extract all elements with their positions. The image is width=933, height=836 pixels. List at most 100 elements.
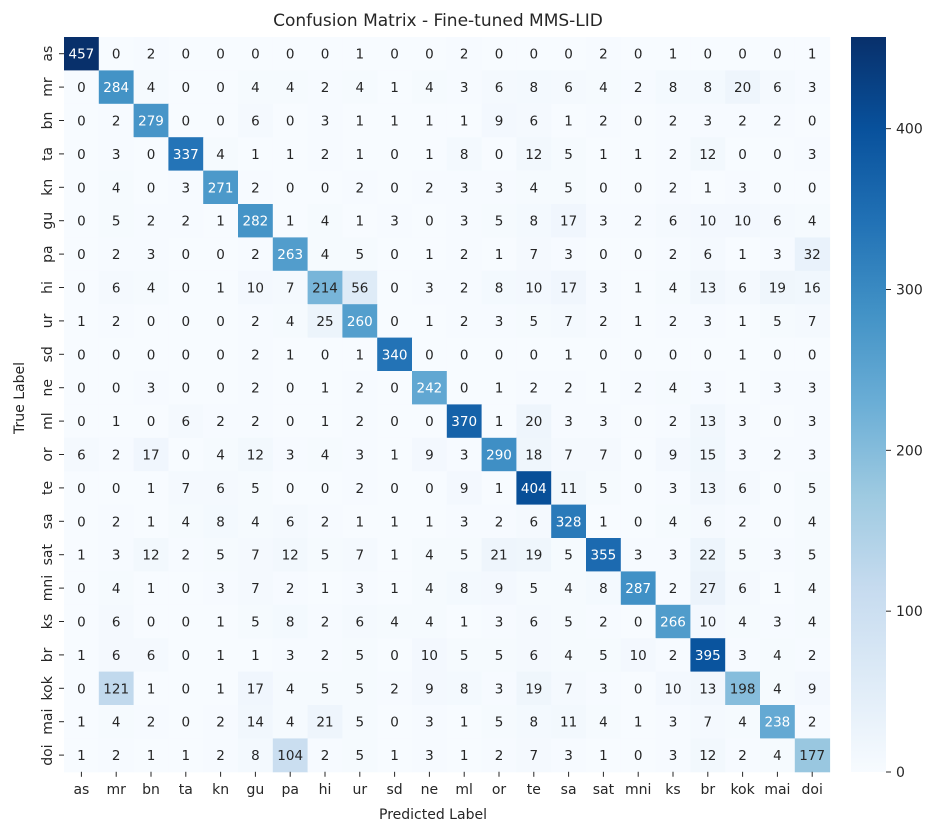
cell-value-label: 0 [321, 481, 330, 497]
cell-value-label: 0 [390, 47, 399, 63]
heatmap-cell [620, 404, 657, 439]
heatmap-cell [342, 337, 378, 372]
cell-value-label: 5 [112, 214, 121, 230]
cell-value-label: 5 [564, 147, 573, 163]
cell-value-label: 2 [216, 715, 225, 731]
y-tick-label: hi [40, 281, 56, 294]
heatmap-cell [168, 604, 204, 639]
cell-value-label: 4 [599, 715, 608, 731]
cell-value-label: 2 [634, 214, 643, 230]
cell-value-label: 0 [773, 147, 782, 163]
heatmap-cell [446, 37, 483, 71]
cell-value-label: 4 [808, 514, 817, 530]
cell-value-label: 6 [147, 648, 156, 664]
heatmap-cell [794, 538, 831, 572]
heatmap-cell [481, 103, 517, 138]
cell-value-label: 9 [460, 481, 469, 497]
heatmap-cell [342, 304, 378, 339]
cell-value-label: 12 [525, 147, 542, 163]
heatmap-cell [725, 270, 761, 305]
heatmap-cell [203, 170, 239, 205]
cell-value-label: 0 [77, 281, 86, 297]
heatmap-cell [272, 504, 309, 539]
heatmap-cell [133, 404, 169, 439]
heatmap-cell [64, 137, 100, 172]
cell-value-label: 20 [525, 414, 542, 430]
cell-value-label: 3 [564, 414, 573, 430]
cell-value-label: 2 [460, 47, 469, 63]
x-axis-ticks: as mr bn ta kn gu pa hi ur sd ne ml or te sa sat mni ks br… [73, 771, 823, 798]
cell-value-label: 0 [390, 281, 399, 297]
heatmap-cell [620, 37, 657, 71]
heatmap-cell [725, 304, 761, 339]
heatmap-cell [168, 705, 204, 739]
colorbar-tick-label: 100 [896, 604, 923, 620]
heatmap-cell [446, 404, 483, 439]
heatmap-cell [342, 738, 378, 773]
heatmap-cell [620, 671, 657, 706]
heatmap-cell [620, 638, 657, 673]
cell-value-label: 12 [699, 147, 716, 163]
heatmap-cell [133, 571, 169, 606]
cell-value-label: 4 [251, 80, 260, 96]
cell-value-label: 3 [669, 481, 678, 497]
cell-value-label: 7 [808, 314, 817, 330]
y-tick-label: doi [40, 744, 56, 765]
cell-value-label: 1 [599, 514, 608, 530]
cell-value-label: 1 [495, 247, 504, 263]
cell-value-label: 6 [530, 648, 539, 664]
heatmap-cell [168, 270, 204, 305]
heatmap-cell [133, 705, 169, 739]
heatmap-cell [446, 103, 483, 138]
heatmap-cell [446, 70, 483, 105]
cell-value-label: 2 [356, 414, 365, 430]
heatmap-cell [168, 137, 204, 172]
cell-value-label: 5 [251, 481, 260, 497]
cell-value-label: 0 [634, 481, 643, 497]
heatmap-cell [412, 237, 448, 272]
cell-value-label: 328 [556, 514, 582, 530]
heatmap-cell [481, 337, 517, 372]
heatmap-cell [98, 604, 135, 639]
cell-value-label: 2 [564, 381, 573, 397]
heatmap-cell [133, 437, 169, 472]
cell-value-label: 0 [634, 615, 643, 631]
heatmap-cell [481, 571, 517, 606]
heatmap-cell [412, 404, 448, 439]
heatmap-cell [412, 705, 448, 739]
heatmap-cell [307, 270, 343, 305]
cell-value-label: 21 [316, 715, 333, 731]
heatmap-cell [551, 103, 587, 138]
heatmap-cell [238, 137, 274, 172]
cell-value-label: 1 [182, 748, 191, 764]
cell-value-label: 0 [77, 214, 86, 230]
cell-value-label: 0 [634, 748, 643, 764]
heatmap-cell [620, 604, 657, 639]
cell-value-label: 0 [286, 114, 295, 130]
heatmap-cell [64, 404, 100, 439]
heatmap-cell [481, 638, 517, 673]
heatmap-cell [412, 538, 448, 572]
cell-value-label: 1 [495, 414, 504, 430]
cell-value-label: 4 [773, 748, 782, 764]
cell-value-label: 0 [147, 615, 156, 631]
heatmap-cell [412, 371, 448, 405]
cell-value-label: 6 [530, 514, 539, 530]
cell-value-label: 2 [112, 514, 121, 530]
heatmap-cell [377, 337, 413, 372]
cell-value-label: 2 [669, 180, 678, 196]
cell-value-label: 1 [738, 347, 747, 363]
heatmap-cell [481, 304, 517, 339]
heatmap-cell [620, 304, 657, 339]
heatmap-cell [377, 437, 413, 472]
cell-value-label: 4 [112, 581, 121, 597]
cell-value-label: 404 [521, 481, 547, 497]
cell-value-label: 4 [147, 281, 156, 297]
heatmap-cell [760, 237, 796, 272]
cell-value-label: 5 [599, 648, 608, 664]
heatmap-cell [64, 738, 100, 773]
heatmap-cell [64, 170, 100, 205]
heatmap-cell [307, 70, 343, 105]
heatmap-cell [272, 70, 309, 105]
cell-value-label: 2 [356, 481, 365, 497]
